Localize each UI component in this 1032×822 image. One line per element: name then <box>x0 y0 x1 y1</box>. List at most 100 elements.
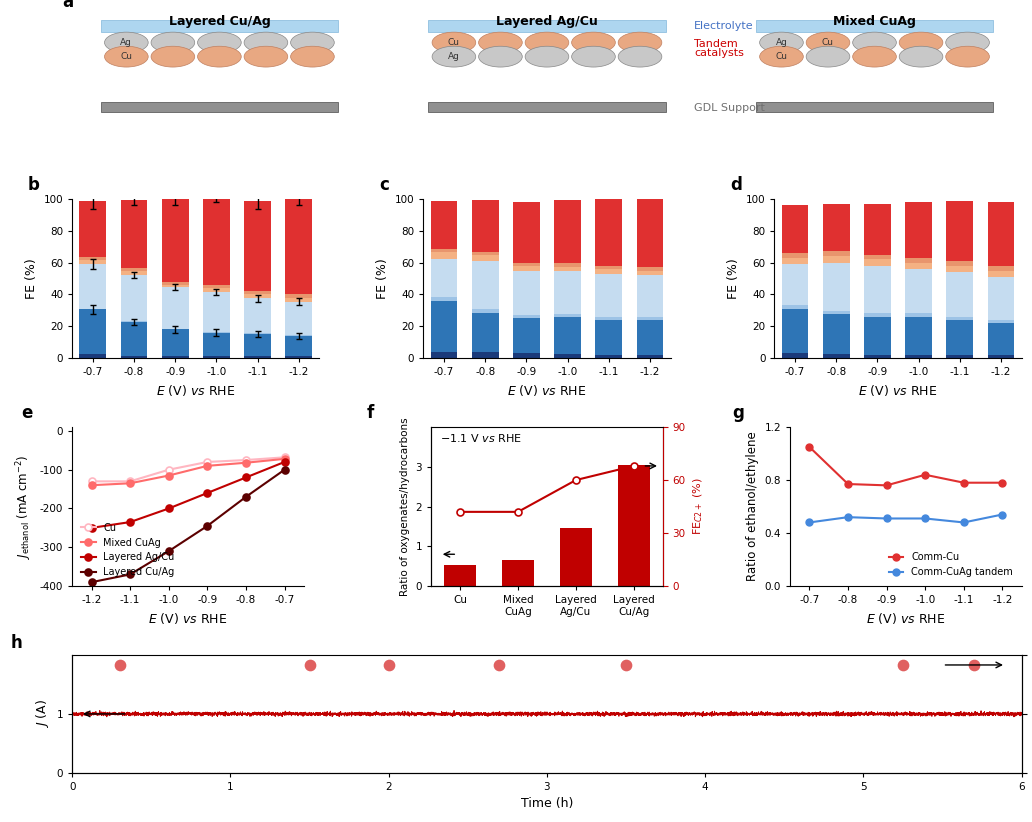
Bar <box>781 206 808 253</box>
Layered Ag/Cu <box>239 473 252 483</box>
Ellipse shape <box>479 46 522 67</box>
Line: Mixed CuAg: Mixed CuAg <box>88 455 288 489</box>
Mixed CuAg <box>124 478 136 488</box>
X-axis label: $E$ (V) $vs$ RHE: $E$ (V) $vs$ RHE <box>156 382 235 398</box>
Layered Cu/Ag <box>124 570 136 580</box>
Bar <box>864 316 891 355</box>
Layered Cu/Ag <box>279 464 291 474</box>
Bar <box>430 352 457 358</box>
Bar <box>286 199 313 294</box>
Line: Comm-CuAg tandem: Comm-CuAg tandem <box>806 511 1006 526</box>
Bar <box>554 354 581 358</box>
Bar <box>781 353 808 358</box>
Layered Cu/Ag <box>162 546 174 556</box>
Bar <box>781 306 808 308</box>
Point <box>618 658 635 672</box>
Bar <box>905 262 932 269</box>
Bar <box>245 201 271 291</box>
Bar <box>637 316 664 320</box>
Bar <box>781 308 808 353</box>
Bar <box>755 20 993 33</box>
Bar <box>428 102 666 113</box>
Text: Electrolyte: Electrolyte <box>695 21 753 31</box>
Bar <box>988 320 1014 323</box>
Ellipse shape <box>151 46 195 67</box>
Bar <box>79 201 106 257</box>
X-axis label: Time (h): Time (h) <box>521 797 573 810</box>
Comm-Cu <box>880 480 893 490</box>
Mixed CuAg <box>201 461 214 471</box>
Bar <box>428 20 666 33</box>
Bar <box>513 353 540 358</box>
Ellipse shape <box>572 32 615 53</box>
Bar <box>162 199 189 282</box>
Bar <box>595 355 622 358</box>
Text: Ag: Ag <box>121 38 132 47</box>
Comm-CuAg tandem <box>803 518 815 528</box>
Y-axis label: $J$ (A): $J$ (A) <box>34 700 51 728</box>
Ellipse shape <box>291 32 334 53</box>
Bar <box>101 20 338 33</box>
Bar <box>430 201 457 249</box>
Ellipse shape <box>852 46 897 67</box>
Y-axis label: $J_\mathrm{ethanol}$ (mA cm$^{-2}$): $J_\mathrm{ethanol}$ (mA cm$^{-2}$) <box>14 455 34 559</box>
Bar <box>781 264 808 306</box>
Bar <box>430 249 457 252</box>
Layered Cu/Ag <box>201 521 214 531</box>
Text: Cu: Cu <box>823 38 834 47</box>
Bar <box>162 287 189 329</box>
Bar <box>162 357 189 358</box>
Ellipse shape <box>245 32 288 53</box>
Bar <box>162 284 189 287</box>
Bar <box>101 102 338 113</box>
Ellipse shape <box>945 46 990 67</box>
Bar <box>905 355 932 358</box>
Bar <box>595 274 622 316</box>
Bar <box>595 266 622 269</box>
Cu <box>86 477 98 487</box>
Bar <box>121 322 148 356</box>
Bar <box>430 252 457 259</box>
Ellipse shape <box>899 32 943 53</box>
Ellipse shape <box>618 46 662 67</box>
Ellipse shape <box>945 32 990 53</box>
Text: Cu: Cu <box>448 38 460 47</box>
Comm-CuAg tandem <box>920 514 932 524</box>
Text: Layered Cu/Ag: Layered Cu/Ag <box>168 15 270 28</box>
Bar <box>245 298 271 333</box>
Point <box>111 658 128 672</box>
Bar <box>946 272 973 316</box>
Bar <box>203 284 230 288</box>
Y-axis label: FE$_{C2+}$ (%): FE$_{C2+}$ (%) <box>691 478 705 535</box>
Bar <box>946 261 973 266</box>
Text: Ag: Ag <box>775 38 787 47</box>
Bar <box>637 320 664 355</box>
Bar <box>513 262 540 266</box>
Bar <box>905 316 932 355</box>
Bar <box>823 354 849 358</box>
Layered Cu/Ag <box>239 492 252 501</box>
Comm-Cu <box>996 478 1008 487</box>
Layered Ag/Cu <box>201 488 214 498</box>
Bar <box>245 291 271 294</box>
Comm-Cu <box>958 478 970 487</box>
Ellipse shape <box>899 46 943 67</box>
Bar <box>203 357 230 358</box>
Text: g: g <box>733 404 744 423</box>
Bar <box>823 252 849 256</box>
Bar <box>946 355 973 358</box>
Bar <box>864 313 891 316</box>
Ellipse shape <box>572 46 615 67</box>
Bar <box>554 266 581 271</box>
Ellipse shape <box>432 46 476 67</box>
Bar <box>513 202 540 262</box>
Bar <box>203 197 230 284</box>
Line: Comm-Cu: Comm-Cu <box>806 443 1006 489</box>
Bar <box>637 199 664 267</box>
Bar <box>637 275 664 316</box>
Bar <box>554 314 581 317</box>
Mixed CuAg <box>86 480 98 490</box>
Bar <box>79 309 106 354</box>
Cu <box>162 464 174 474</box>
Text: f: f <box>366 404 374 423</box>
